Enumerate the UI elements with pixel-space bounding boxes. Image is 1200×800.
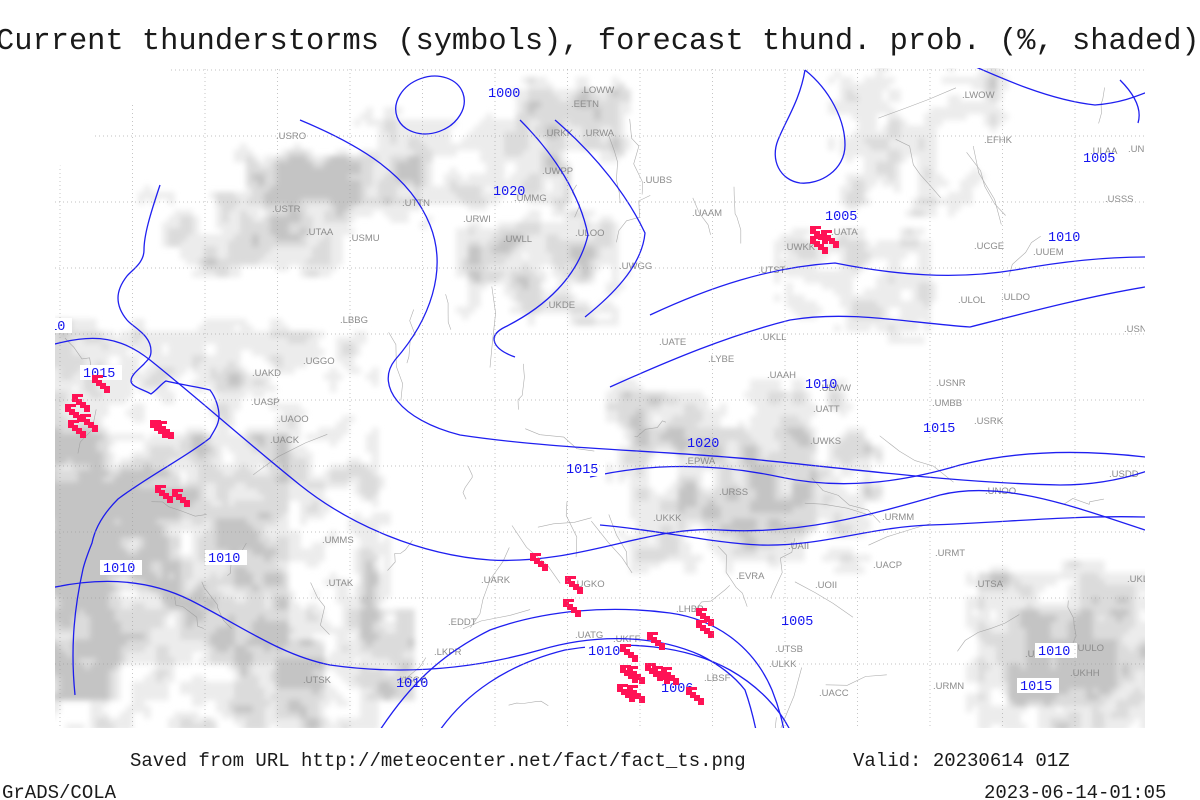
svg-text:1005: 1005 — [1083, 152, 1115, 167]
svg-text:.USRO: .USRO — [276, 131, 306, 142]
svg-text:.UASP: .UASP — [251, 397, 280, 408]
svg-text:.URMT: .URMT — [935, 548, 965, 559]
svg-text:.LYBE: .LYBE — [708, 354, 734, 365]
svg-text:1015: 1015 — [1020, 680, 1052, 695]
svg-text:.UGGO: .UGGO — [303, 356, 335, 367]
svg-text:.LWOW: .LWOW — [962, 90, 995, 101]
svg-text:.UAKD: .UAKD — [252, 368, 281, 379]
svg-text:.UACK: .UACK — [270, 435, 300, 446]
svg-text:.ULOL: .ULOL — [958, 295, 985, 306]
svg-text:.EDDT: .EDDT — [448, 617, 477, 628]
svg-text:.USTR: .USTR — [272, 204, 301, 215]
svg-text:.EPWA: .EPWA — [685, 456, 716, 467]
svg-text:.UATE: .UATE — [659, 337, 686, 348]
svg-text:.EVRA: .EVRA — [736, 571, 765, 582]
svg-text:1020: 1020 — [493, 185, 525, 200]
svg-text:1005: 1005 — [825, 210, 857, 225]
svg-text:.ULDO: .ULDO — [1001, 292, 1030, 303]
svg-text:.URSS: .URSS — [719, 487, 748, 498]
svg-text:1010: 1010 — [33, 320, 65, 335]
svg-text:1015: 1015 — [923, 422, 955, 437]
svg-text:.UKDE: .UKDE — [546, 300, 575, 311]
svg-text:.LBBG: .LBBG — [340, 315, 368, 326]
svg-text:.LOWW: .LOWW — [581, 85, 614, 96]
svg-text:.UUEM: .UUEM — [1033, 247, 1064, 258]
svg-text:.EETN: .EETN — [571, 99, 599, 110]
svg-text:1020: 1020 — [687, 437, 719, 452]
svg-text:1000: 1000 — [488, 87, 520, 102]
svg-text:.UWKS: .UWKS — [810, 436, 841, 447]
svg-text:1010: 1010 — [396, 677, 428, 692]
svg-text:.LBSF: .LBSF — [704, 673, 731, 684]
svg-text:.ULKK: .ULKK — [769, 659, 797, 670]
svg-text:.UNBB: .UNBB — [1128, 144, 1157, 155]
svg-text:.UMMS: .UMMS — [322, 535, 354, 546]
svg-text:.UWPP: .UWPP — [542, 166, 573, 177]
svg-text:.USMU: .USMU — [349, 233, 380, 244]
svg-text:.URMM: .URMM — [882, 512, 914, 523]
svg-text:1010: 1010 — [1038, 645, 1070, 660]
svg-text:.USRK: .USRK — [974, 416, 1004, 427]
svg-text:.UKKK: .UKKK — [653, 513, 682, 524]
svg-text:.UOII: .UOII — [815, 580, 837, 591]
svg-text:.UAOO: .UAOO — [278, 414, 309, 425]
svg-text:.UTSB: .UTSB — [775, 644, 803, 655]
svg-text:.UKHH: .UKHH — [1070, 668, 1100, 679]
svg-text:.URMN: .URMN — [933, 681, 964, 692]
svg-text:.UACP: .UACP — [873, 560, 902, 571]
svg-text:1010: 1010 — [103, 562, 135, 577]
svg-text:.USSS: .USSS — [1105, 194, 1134, 205]
svg-text:.EFHK: .EFHK — [984, 135, 1013, 146]
svg-text:.UTSA: .UTSA — [975, 579, 1004, 590]
svg-text:1010: 1010 — [208, 552, 240, 567]
svg-text:1010: 1010 — [588, 645, 620, 660]
svg-text:.UULO: .UULO — [1075, 643, 1104, 654]
svg-text:.UWLL: .UWLL — [503, 234, 532, 245]
svg-text:.UKLI: .UKLI — [1127, 574, 1151, 585]
svg-text:.UUBS: .UUBS — [643, 175, 672, 186]
svg-text:.URWA: .URWA — [583, 128, 615, 139]
svg-text:.UAAM: .UAAM — [692, 208, 722, 219]
svg-text:.UATT: .UATT — [813, 404, 840, 415]
svg-text:.ULOO: .ULOO — [575, 228, 605, 239]
svg-text:.UTAA: .UTAA — [306, 227, 334, 238]
svg-text:.URWI: .URWI — [463, 214, 491, 225]
svg-text:1010: 1010 — [1048, 231, 1080, 246]
svg-text:1010: 1010 — [805, 378, 837, 393]
svg-text:.UTAK: .UTAK — [326, 578, 354, 589]
svg-text:1015: 1015 — [83, 367, 115, 382]
svg-text:1005: 1005 — [781, 615, 813, 630]
svg-text:1015: 1015 — [566, 463, 598, 478]
svg-text:.UATA: .UATA — [831, 227, 858, 238]
svg-text:.UACC: .UACC — [819, 688, 849, 699]
svg-text:.UAAH: .UAAH — [767, 370, 796, 381]
svg-text:.UARK: .UARK — [481, 575, 511, 586]
svg-text:.UCGE: .UCGE — [974, 241, 1004, 252]
svg-text:.USNN: .USNN — [1124, 324, 1154, 335]
svg-text:.USNR: .USNR — [936, 378, 966, 389]
svg-text:.UTSK: .UTSK — [303, 675, 332, 686]
